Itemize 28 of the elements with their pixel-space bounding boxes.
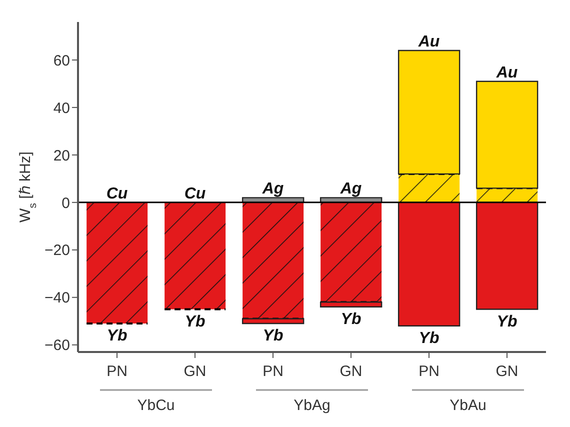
- y-tick-label: 40: [53, 100, 70, 117]
- data-label: Au: [417, 33, 440, 50]
- data-label: Yb: [340, 310, 362, 328]
- data-label: Yb: [106, 328, 128, 345]
- text: YbAg: [294, 397, 330, 414]
- data-label: Yb: [496, 313, 518, 330]
- data-label: Yb: [184, 313, 206, 330]
- x-tick-label: GN: [496, 363, 518, 380]
- x-tick-label: GN: [340, 363, 362, 380]
- x-tick-label: PN: [106, 363, 128, 380]
- y-tick-label: 60: [53, 52, 70, 70]
- x-tick-label: PN: [418, 363, 440, 380]
- y-tick-label: −60: [44, 337, 70, 354]
- text: YbCu: [137, 397, 175, 414]
- text: YbAu: [450, 397, 486, 414]
- data-label: Ag: [261, 180, 284, 198]
- data-label: Cu: [106, 185, 128, 202]
- data-label: Yb: [262, 328, 284, 345]
- data-label: Au: [495, 64, 518, 82]
- y-tick-label: 0: [62, 194, 70, 212]
- data-label: Ag: [339, 180, 362, 198]
- x-tick-label: PN: [262, 363, 284, 380]
- x-tick-label: GN: [184, 363, 206, 380]
- data-label: Yb: [418, 330, 440, 347]
- y-tick-label: −40: [44, 290, 70, 307]
- y-tick-label: −20: [44, 242, 70, 260]
- y-tick-label: 20: [53, 147, 70, 164]
- data-label: Cu: [184, 185, 206, 202]
